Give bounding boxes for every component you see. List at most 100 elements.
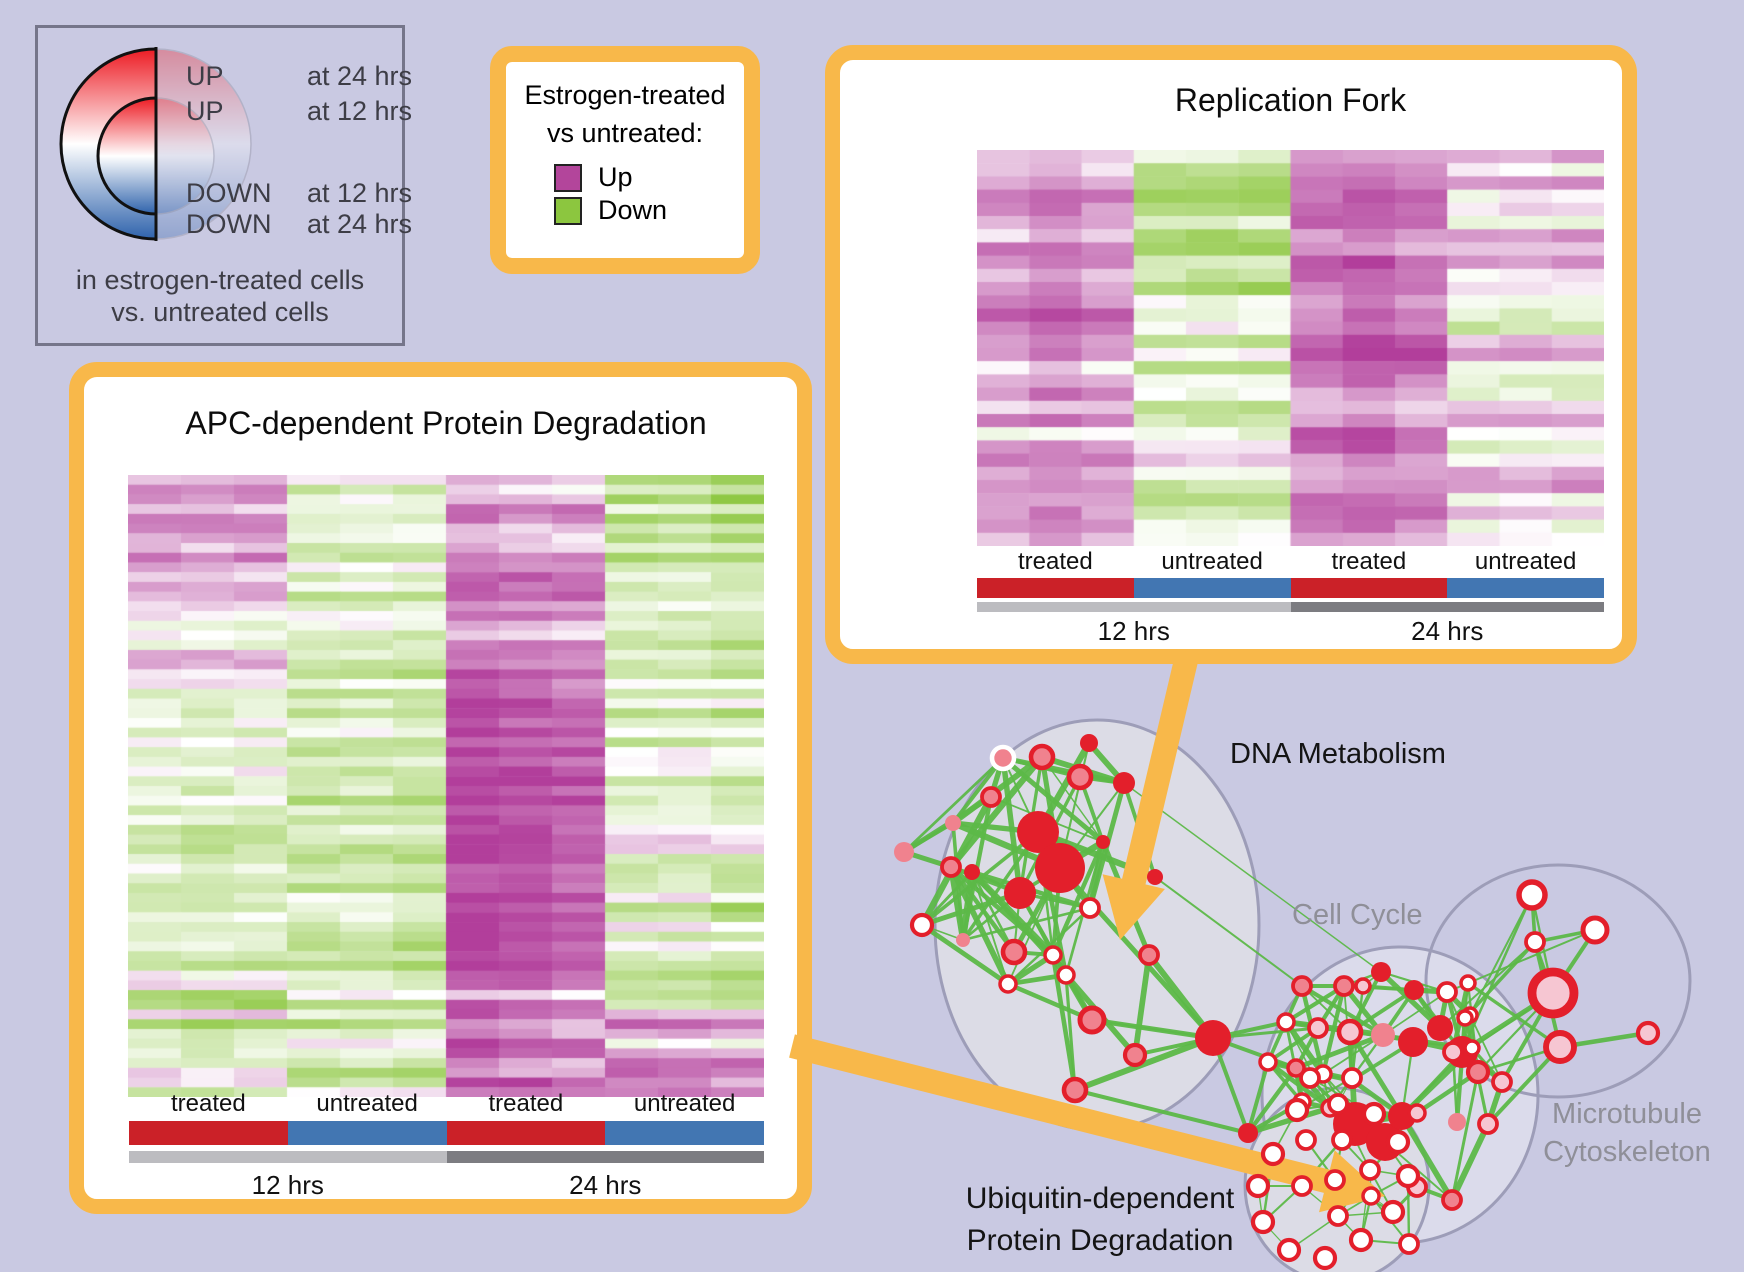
replication-to-dna-arrow	[1102, 649, 1200, 940]
legend-item-down: Down	[554, 195, 667, 226]
network-node	[1371, 962, 1391, 982]
network-node	[1527, 967, 1579, 1019]
network-node	[1000, 938, 1028, 966]
legend-row-up-12: UP at 12 hrs	[186, 96, 412, 127]
network-edge	[903, 756, 1004, 854]
network-node	[940, 856, 962, 878]
network-node	[1448, 1113, 1466, 1131]
network-node	[1028, 743, 1056, 771]
network-node	[1336, 1018, 1364, 1046]
network-edge	[1123, 782, 1382, 973]
network-node	[1004, 877, 1036, 909]
network-node	[1516, 879, 1548, 911]
network-edge	[1415, 1070, 1480, 1115]
network-edge	[1073, 1035, 1215, 1093]
condition-bar-untreated	[1133, 578, 1291, 598]
network-node	[1299, 1067, 1321, 1089]
network-node	[1442, 1041, 1464, 1063]
network-node	[1491, 1071, 1513, 1093]
up-swatch-icon	[554, 163, 582, 192]
legend-time: at 24 hrs	[306, 61, 412, 91]
network-edge	[920, 923, 1010, 986]
network-node	[1056, 965, 1076, 985]
color-legend-title-line2: vs untreated:	[546, 118, 704, 148]
network-node	[1276, 1237, 1302, 1263]
condition-label-treated: treated	[1018, 548, 1093, 575]
network-nodes	[894, 734, 1661, 1271]
legend-row-down-24: DOWN at 24 hrs	[186, 209, 412, 240]
time-bar-24hrs	[1290, 602, 1604, 612]
network-node	[1459, 974, 1477, 992]
network-node	[964, 864, 980, 880]
network-edge	[1450, 1071, 1480, 1201]
network-node	[1354, 977, 1372, 995]
network-node	[1385, 1129, 1411, 1155]
network-edge	[1247, 1105, 1331, 1136]
network-edge	[1460, 894, 1534, 1053]
time-bar-24hrs	[446, 1151, 764, 1163]
up-label: Up	[598, 162, 633, 192]
flow-arrows	[789, 649, 1385, 1213]
replication-heatmap	[977, 150, 1604, 546]
network-edge	[948, 866, 966, 941]
network-node	[1324, 1169, 1346, 1191]
network-node	[1441, 1189, 1463, 1211]
page-bottom-margin	[0, 1272, 1750, 1279]
network-edge	[920, 871, 974, 926]
condition-label-untreated: untreated	[316, 1090, 418, 1117]
condition-bar-treated	[129, 1121, 288, 1145]
network-edge	[1486, 1045, 1562, 1126]
network-node	[1079, 897, 1101, 919]
network-edge	[1074, 1088, 1249, 1135]
condition-bar-untreated	[287, 1121, 447, 1145]
network-node	[1359, 1159, 1381, 1181]
network-node	[1456, 1009, 1474, 1027]
network-edge	[959, 871, 976, 941]
network-edge	[1064, 974, 1077, 1091]
network-edge	[1467, 981, 1561, 1049]
condition-label-treated: treated	[171, 1090, 246, 1117]
ubiquitin-label-line1: Ubiquitin-dependent	[965, 1182, 1235, 1215]
network-node	[1361, 1101, 1387, 1127]
time-bar-12hrs	[129, 1151, 447, 1163]
network-node	[1043, 945, 1063, 965]
network-node	[1341, 1067, 1363, 1089]
network-node	[1477, 1113, 1499, 1135]
condition-bar-treated	[1290, 578, 1448, 598]
network-node	[1404, 980, 1424, 1000]
network-node	[1463, 1039, 1481, 1057]
network-node	[1122, 1042, 1148, 1068]
network-node	[1371, 1023, 1395, 1047]
network-node	[1061, 1076, 1089, 1104]
legend-word: UP	[186, 96, 224, 126]
network-edge	[962, 906, 1091, 942]
network-node	[1436, 981, 1458, 1003]
network-edge	[1399, 1114, 1455, 1202]
updown-circles-icon	[59, 47, 252, 241]
apc-heatmap	[128, 475, 764, 1097]
network-node	[1543, 1030, 1577, 1064]
network-edge	[1379, 970, 1442, 1030]
network-node	[1096, 835, 1110, 849]
network-edge	[1058, 866, 1215, 1040]
network-node	[1080, 734, 1098, 752]
network-edge	[1007, 981, 1093, 1023]
condition-label-untreated: untreated	[1474, 548, 1577, 575]
network-node	[1017, 811, 1059, 853]
legend-time: at 12 hrs	[306, 178, 412, 208]
legend-item-up: Up	[554, 162, 633, 193]
network-edge	[1469, 1014, 1503, 1083]
network-node	[1245, 1173, 1271, 1199]
network-node	[1407, 1103, 1427, 1123]
condition-bar-untreated	[605, 1121, 764, 1145]
network-edge	[1091, 1017, 1214, 1041]
legend-word: DOWN	[186, 209, 272, 239]
network-edge	[971, 871, 1009, 985]
network-node	[1284, 1097, 1310, 1123]
network-node	[945, 815, 961, 831]
network-edge	[1246, 1066, 1298, 1135]
network-node	[1286, 1058, 1306, 1078]
network-node	[1291, 1175, 1313, 1197]
